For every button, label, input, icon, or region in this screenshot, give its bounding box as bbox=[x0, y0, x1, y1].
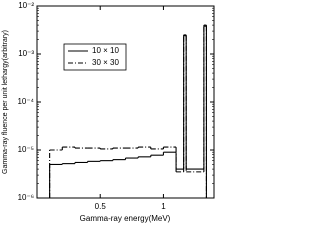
x-tick-label: 1 bbox=[161, 202, 166, 211]
legend-box bbox=[63, 43, 127, 71]
chart: Gamma-ray energy(MeV) Gamma-ray fluence … bbox=[2, 1, 215, 223]
legend-label: 30 × 30 bbox=[92, 58, 119, 67]
y-tick-label: 10⁻⁴ bbox=[17, 97, 34, 106]
legend-label: 10 × 10 bbox=[92, 46, 119, 55]
y-tick-label: 10⁻⁶ bbox=[18, 193, 34, 202]
y-tick-label: 10⁻³ bbox=[18, 49, 34, 58]
y-tick-label: 10⁻⁵ bbox=[18, 145, 34, 154]
y-tick-label: 10⁻² bbox=[18, 1, 34, 10]
y-axis-label: Gamma-ray fluence per unit lethargy(arbi… bbox=[2, 30, 9, 174]
x-axis-label: Gamma-ray energy(MeV) bbox=[80, 214, 171, 223]
page: {"chart_data": {"type": "step", "xlabel"… bbox=[1, 1, 215, 224]
x-tick-label: 0.5 bbox=[95, 202, 107, 211]
